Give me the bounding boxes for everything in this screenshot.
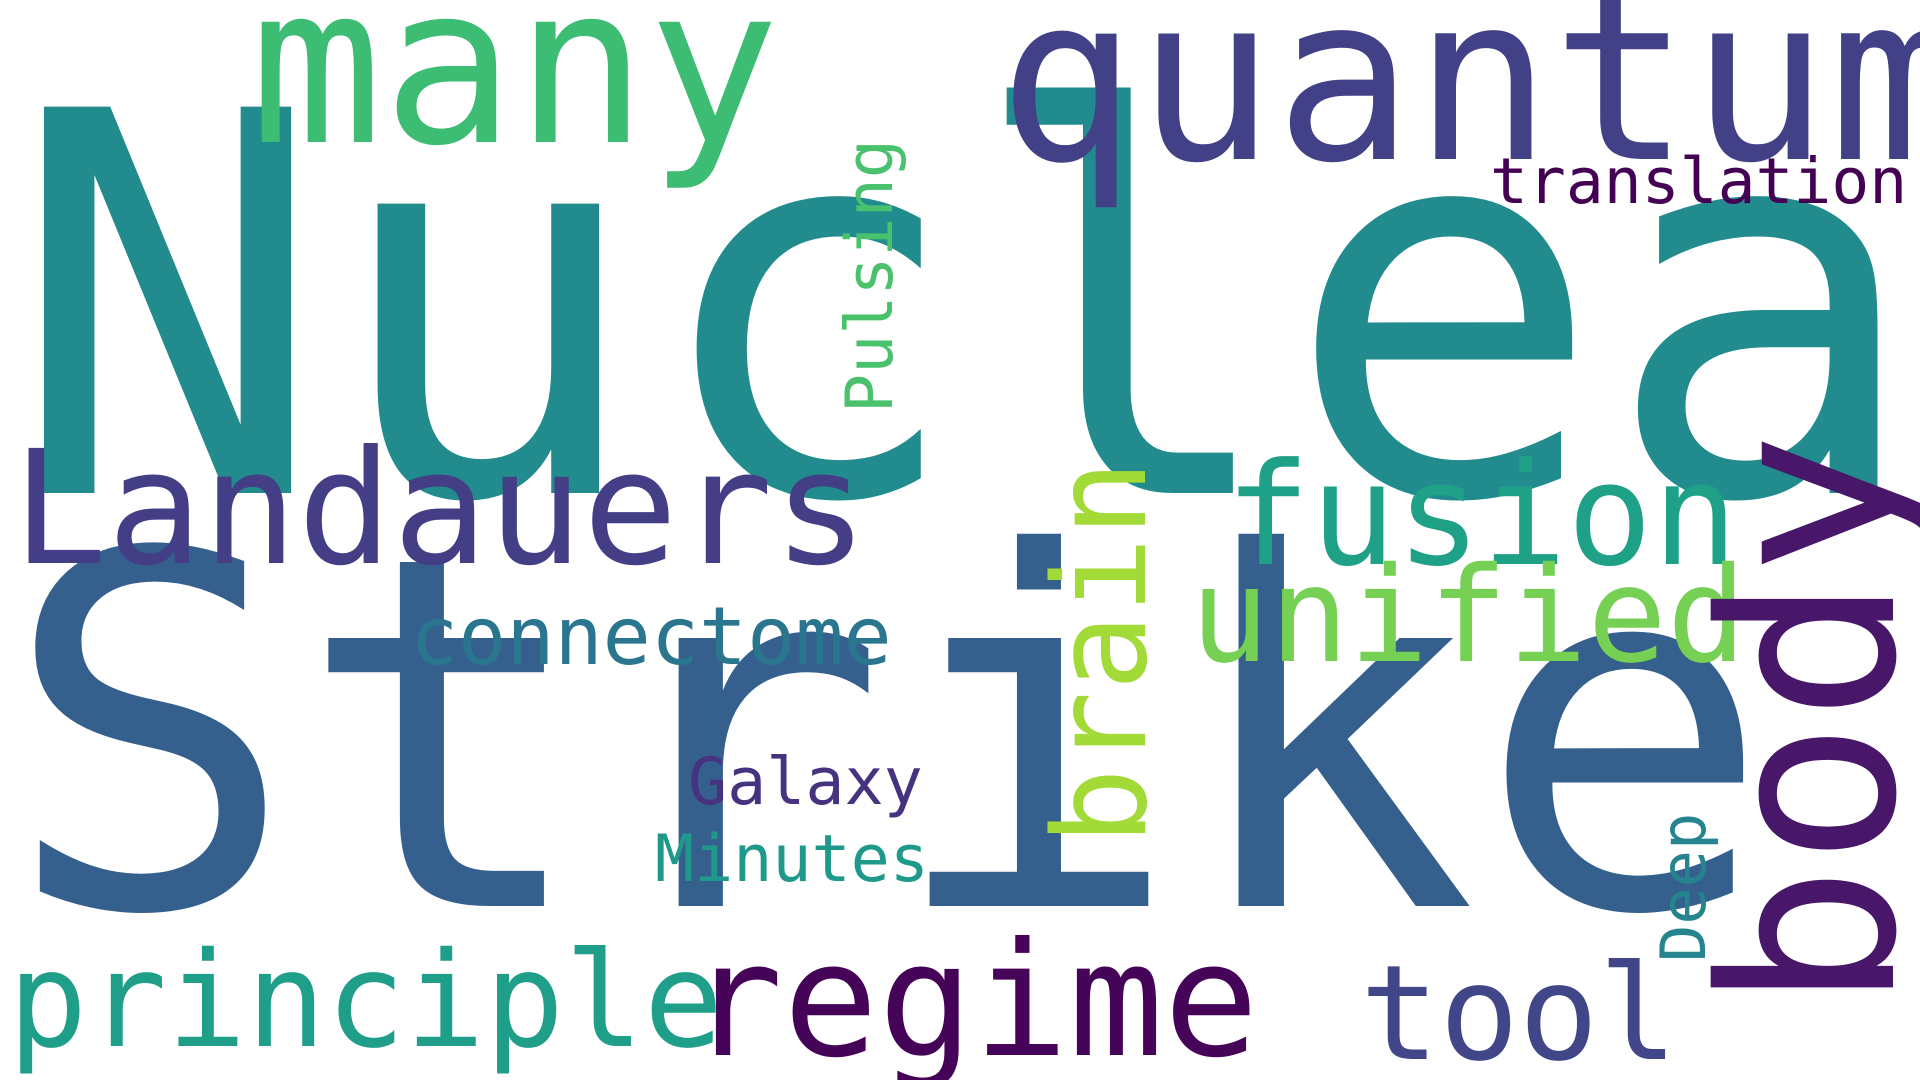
word-body: body bbox=[1670, 432, 1920, 1010]
word-many: many bbox=[250, 0, 780, 194]
word-principle: principle bbox=[8, 924, 724, 1078]
word-fusion: fusion bbox=[1225, 433, 1738, 598]
word-tool: tool bbox=[1360, 937, 1678, 1080]
word-nuclear: Nuclear bbox=[8, 1, 1920, 618]
word-strike: Strike bbox=[2, 451, 1773, 1022]
word-minutes: Minutes bbox=[655, 822, 929, 897]
word-translation: translation bbox=[1490, 145, 1908, 218]
word-deep: Deep bbox=[1647, 812, 1720, 962]
word-brain: brain bbox=[1027, 459, 1176, 845]
word-galaxy: Galaxy bbox=[688, 745, 923, 820]
word-regime: regime bbox=[688, 909, 1259, 1080]
word-quantum: quantum bbox=[998, 0, 1920, 214]
word-pulsing: Pulsing bbox=[833, 139, 908, 413]
word-unified: unified bbox=[1190, 539, 1747, 693]
word-landauers: Landauers bbox=[12, 417, 869, 601]
word-connectome: connectome bbox=[410, 590, 892, 683]
